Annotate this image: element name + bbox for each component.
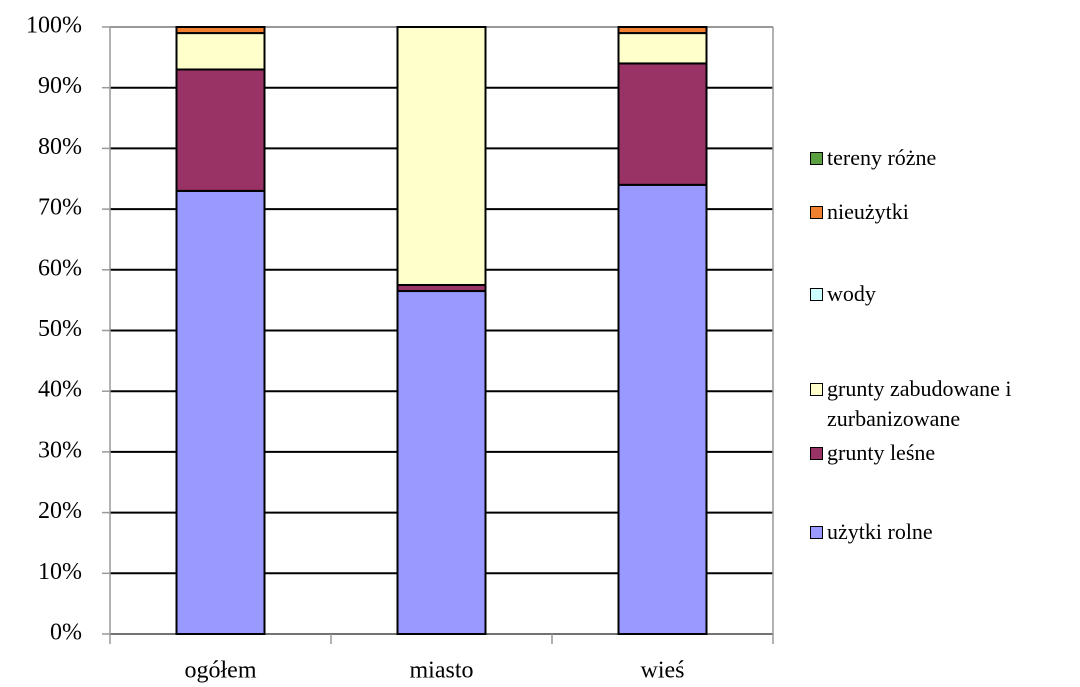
bar-segment — [617, 32, 708, 65]
bar-segment — [175, 32, 266, 71]
bar-segment — [617, 183, 708, 635]
bar-segment — [617, 62, 708, 186]
y-tick-label: 70% — [38, 195, 82, 221]
bar-segment — [617, 26, 708, 35]
legend-swatch — [810, 206, 823, 219]
legend-label: grunty zabudowane i zurbanizowane — [827, 376, 1012, 431]
legend-swatch — [810, 447, 823, 460]
x-tick-label: miasto — [410, 658, 474, 684]
y-tick-label: 30% — [38, 437, 82, 463]
legend-label: tereny różne — [827, 145, 937, 170]
y-tick-label: 60% — [38, 255, 82, 281]
legend-swatch — [810, 288, 823, 301]
y-tick-label: 0% — [50, 620, 82, 646]
legend-label: wody — [827, 281, 876, 306]
legend-swatch — [810, 526, 823, 539]
bar-segment — [175, 68, 266, 192]
legend-item: nieużytki — [810, 197, 1070, 227]
x-tick-label: ogółem — [185, 658, 257, 684]
bar-segment — [396, 26, 487, 286]
legend-item: grunty leśne — [810, 438, 1070, 468]
legend-item: użytki rolne — [810, 517, 1070, 547]
legend-swatch — [810, 383, 823, 396]
legend-label: nieużytki — [827, 199, 909, 224]
y-tick-label: 100% — [26, 13, 82, 39]
legend-label: grunty leśne — [827, 440, 936, 465]
bar-segment — [175, 26, 266, 35]
y-tick-label: 80% — [38, 134, 82, 160]
bar-segment — [396, 290, 487, 635]
legend-label: użytki rolne — [827, 519, 933, 544]
x-tick-label: wieś — [641, 658, 685, 684]
legend-item: wody — [810, 279, 1070, 309]
bar-segment — [175, 189, 266, 635]
y-tick-label: 50% — [38, 316, 82, 342]
y-tick-label: 90% — [38, 73, 82, 99]
y-tick-label: 20% — [38, 498, 82, 524]
legend-item: tereny różne — [810, 143, 1070, 173]
y-tick-label: 10% — [38, 559, 82, 585]
y-tick-label: 40% — [38, 377, 82, 403]
legend-swatch — [810, 152, 823, 165]
legend-item: grunty zabudowane i zurbanizowane — [810, 374, 1070, 434]
